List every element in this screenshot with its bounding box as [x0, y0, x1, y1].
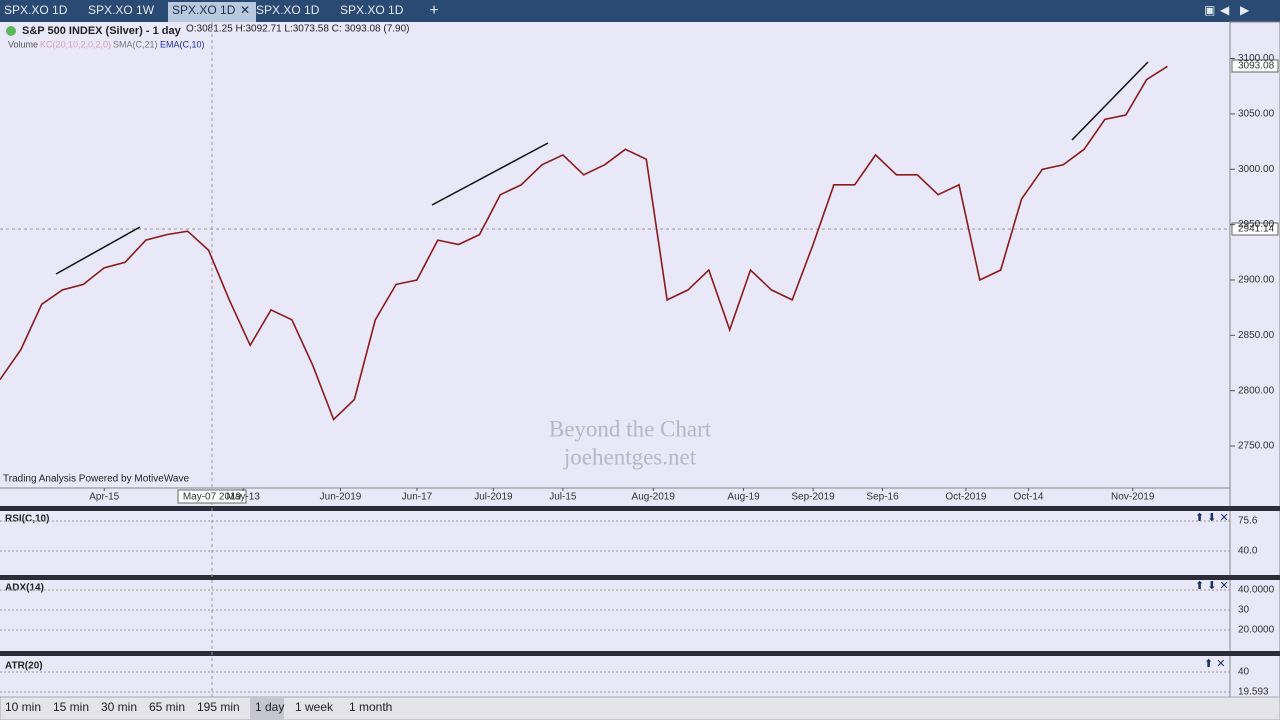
timeframe[interactable]: 1 week [295, 700, 334, 714]
active-timeframe [250, 698, 284, 719]
x-tick-label: Oct-2019 [945, 492, 987, 503]
separator [0, 506, 1280, 511]
panel-axis-label: 40 [1238, 667, 1250, 678]
x-tick-label: Nov-2019 [1111, 492, 1155, 503]
separator [0, 575, 1280, 580]
panel-axis-label: 30 [1238, 605, 1250, 616]
timeframe[interactable]: 195 min [197, 700, 240, 714]
last-price-box [1231, 59, 1279, 73]
study: KC(20,10,2,0,2,0) [40, 39, 111, 49]
panel-axis-label: 40.0 [1238, 546, 1258, 557]
y-tick-label: 2900.00 [1238, 275, 1275, 286]
x-tick-label: Jun-2019 [320, 492, 362, 503]
separator [0, 651, 1280, 656]
y-tick-label: 3100.00 [1238, 53, 1275, 64]
tab[interactable]: SPX.XO 1W [88, 3, 155, 17]
timeframe[interactable]: 65 min [149, 700, 185, 714]
price-pane [0, 22, 1230, 507]
panel-axis-label: 19.593 [1238, 687, 1269, 698]
trend-line [1071, 61, 1149, 141]
x-tick-label: Apr-15 [89, 492, 119, 503]
panel-title: RSI(C,10) [5, 514, 49, 525]
price-axis [1229, 21, 1280, 698]
x-tick-label: Oct-14 [1013, 492, 1043, 503]
x-tick-label: Aug-19 [727, 492, 760, 503]
watermark: joehentges.net [563, 444, 697, 469]
ohlc: O:3081.25 H:3092.71 L:3073.58 C: 3093.08… [186, 24, 410, 35]
study: Volume [8, 39, 38, 49]
study: EMA(C,10) [160, 39, 205, 49]
add-tab[interactable]: + [429, 2, 438, 19]
x-tick-label: May-13 [227, 492, 261, 503]
x-tick-label: Sep-2019 [791, 492, 835, 503]
y-tick-label: 2850.00 [1238, 330, 1275, 341]
symbol: S&P 500 INDEX (Silver) - 1 day [22, 25, 182, 37]
panel-axis-label: 40.0000 [1238, 585, 1275, 596]
y-tick-label: 2750.00 [1238, 441, 1275, 452]
footer-note: Trading Analysis Powered by MotiveWave [3, 474, 189, 485]
tab[interactable]: SPX.XO 1D [4, 3, 68, 17]
crosshair-date-box [177, 489, 247, 504]
panel-title: ATR(20) [5, 661, 43, 672]
panel-axis-label: 20.0000 [1238, 625, 1275, 636]
x-tick-label: Sep-16 [866, 492, 899, 503]
y-tick-label: 2950.00 [1238, 219, 1275, 230]
y-tick-label: 3050.00 [1238, 109, 1275, 120]
timeframe-bar [0, 696, 1280, 720]
last-price: 3093.08 [1238, 61, 1275, 72]
panel-title: ADX(14) [5, 583, 44, 594]
panel-controls[interactable]: ⬆ ⬇ ✕ [1195, 580, 1229, 592]
timeframe[interactable]: 15 min [53, 700, 89, 714]
back-button[interactable]: ◀ [1220, 3, 1230, 17]
price-line [0, 65, 1168, 421]
crosshair-price-box [1231, 222, 1279, 236]
forward-button[interactable]: ▶ [1240, 3, 1250, 17]
status-dot [6, 26, 16, 36]
panel-controls[interactable]: ⬆ ⬇ ✕ [1195, 512, 1229, 524]
x-tick-label: Jul-15 [549, 492, 577, 503]
watermark: Beyond the Chart [549, 416, 712, 441]
crosshair-price: 2941.14 [1238, 224, 1275, 235]
x-tick-label: Jul-2019 [474, 492, 513, 503]
timeframe[interactable]: 1 day [255, 700, 284, 714]
timeframe[interactable]: 10 min [5, 700, 41, 714]
x-tick-label: Jun-17 [402, 492, 433, 503]
trend-line [431, 142, 549, 206]
crosshair-date: May-07 2019 [183, 492, 242, 503]
y-tick-label: 2800.00 [1238, 385, 1275, 396]
study: SMA(C,21) [113, 39, 158, 49]
timeframe[interactable]: 1 month [349, 700, 392, 714]
x-tick-label: Aug-2019 [632, 492, 676, 503]
trend-line [55, 226, 141, 275]
tab-bar [0, 0, 1280, 22]
window-button[interactable]: ▣ [1204, 3, 1215, 17]
tab[interactable]: SPX.XO 1D [172, 3, 236, 17]
y-tick-label: 3000.00 [1238, 164, 1275, 175]
tab[interactable]: SPX.XO 1D [340, 3, 404, 17]
timeframe[interactable]: 30 min [101, 700, 137, 714]
panel-controls[interactable]: ⬆ ✕ [1204, 658, 1226, 670]
close-tab[interactable]: ✕ [240, 3, 250, 17]
active-tab [168, 2, 256, 22]
tab[interactable]: SPX.XO 1D [256, 3, 320, 17]
panel-axis-label: 75.6 [1238, 516, 1258, 527]
